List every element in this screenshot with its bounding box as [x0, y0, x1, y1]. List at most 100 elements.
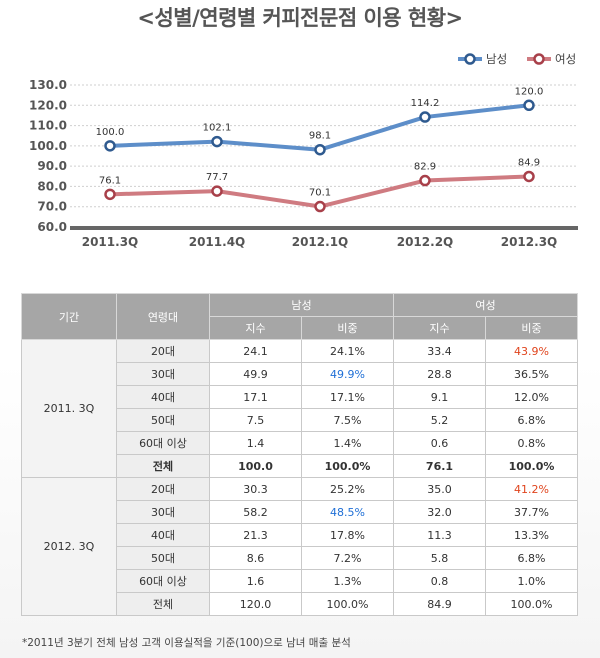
x-tick-label: 2012.1Q — [292, 235, 349, 249]
y-tick-label: 70.0 — [37, 200, 67, 214]
male-share-cell: 7.2% — [301, 546, 394, 570]
chart-title: <성별/연령별 커피전문점 이용 현황> — [137, 6, 463, 30]
female-index-cell: 33.4 — [393, 339, 486, 363]
data-point — [314, 143, 326, 156]
age-cell: 20대 — [116, 477, 210, 501]
x-axis-line — [70, 226, 578, 230]
table-row: 50대 8.6 7.2% 5.8 6.8% — [22, 546, 578, 570]
period-cell: 2011. 3Q — [21, 339, 117, 478]
female-share-cell: 41.2% — [485, 477, 578, 501]
legend-label: 여성 — [555, 52, 576, 66]
table-row: 2011. 3Q 20대 24.1 24.1% 33.4 43.9% — [21, 339, 578, 478]
male-index-cell: 30.3 — [209, 477, 302, 501]
y-tick-label: 100.0 — [29, 139, 67, 153]
header-age: 연령대 — [116, 293, 210, 340]
male-index-cell: 7.5 — [209, 408, 302, 432]
female-share-cell: 37.7% — [485, 500, 578, 524]
header-male: 남성 — [209, 293, 394, 317]
table-row: 60대 이상 1.6 1.3% 0.8 1.0% — [22, 569, 578, 593]
male-share-cell: 17.8% — [301, 523, 394, 547]
age-cell: 60대 이상 — [116, 431, 210, 455]
female-share-cell: 36.5% — [485, 362, 578, 386]
data-point — [523, 170, 535, 183]
age-cell: 40대 — [116, 385, 210, 409]
header-female: 여성 — [393, 293, 578, 317]
male-share-cell: 100.0% — [301, 592, 394, 616]
line-chart: 60.0 70.0 80.0 90.0 100.0 110.0 120.0 130.0 2011… — [29, 52, 578, 249]
header-male-share: 비중 — [301, 316, 394, 340]
female-share-cell: 100.0% — [485, 454, 578, 478]
legend-marker — [464, 53, 476, 65]
data-point — [419, 111, 431, 123]
female-index-cell: 35.0 — [393, 477, 486, 501]
female-index-cell: 84.9 — [393, 592, 486, 616]
age-cell: 40대 — [116, 523, 210, 547]
female-index-cell: 5.8 — [393, 546, 486, 570]
table-row: 40대 17.1 17.1% 9.1 12.0% — [22, 385, 578, 409]
x-tick-label: 2011.3Q — [82, 235, 139, 249]
data-label: 77.7 — [206, 172, 228, 183]
x-tick-label: 2011.4Q — [189, 235, 246, 249]
female-share-cell: 100.0% — [485, 592, 578, 616]
female-share-cell: 13.3% — [485, 523, 578, 547]
footnote: *2011년 3분기 전체 남성 고객 이용실적을 기준(100)으로 남녀 매… — [22, 637, 351, 649]
y-tick-label: 80.0 — [37, 179, 67, 193]
age-cell: 50대 — [116, 546, 210, 570]
male-share-cell: 49.9% — [301, 362, 394, 386]
male-index-cell: 100.0 — [209, 454, 302, 478]
data-point — [211, 185, 223, 197]
male-share-cell: 7.5% — [301, 408, 394, 432]
age-cell: 전체 — [116, 454, 210, 478]
y-tick-label: 120.0 — [29, 98, 67, 112]
data-point — [104, 188, 116, 201]
data-label: 114.2 — [411, 98, 440, 109]
header-female-index: 지수 — [393, 316, 486, 340]
male-index-cell: 120.0 — [209, 592, 302, 616]
header-female-share: 비중 — [485, 316, 578, 340]
male-share-cell: 25.2% — [301, 477, 394, 501]
male-index-cell: 21.3 — [209, 523, 302, 547]
table-row: 2012. 3Q 20대 30.3 25.2% 35.0 41.2% — [21, 477, 578, 616]
female-index-cell: 28.8 — [393, 362, 486, 386]
x-tick-label: 2012.2Q — [397, 235, 454, 249]
data-label: 98.1 — [309, 131, 331, 142]
age-cell: 30대 — [116, 500, 210, 524]
data-label: 102.1 — [203, 123, 232, 134]
data-point — [523, 99, 535, 112]
female-share-cell: 12.0% — [485, 385, 578, 409]
age-cell: 전체 — [116, 592, 210, 616]
y-tick-label: 60.0 — [37, 220, 67, 234]
male-index-cell: 24.1 — [209, 339, 302, 363]
data-point — [211, 135, 223, 148]
data-point — [419, 174, 431, 187]
data-point — [104, 140, 116, 152]
data-label: 76.1 — [99, 175, 121, 186]
female-index-cell: 0.8 — [393, 569, 486, 593]
male-index-cell: 1.4 — [209, 431, 302, 455]
male-share-cell: 17.1% — [301, 385, 394, 409]
male-share-cell: 48.5% — [301, 500, 394, 524]
female-share-cell: 6.8% — [485, 408, 578, 432]
female-share-cell: 43.9% — [485, 339, 578, 363]
y-tick-label: 90.0 — [37, 159, 67, 173]
male-index-cell: 49.9 — [209, 362, 302, 386]
age-cell: 20대 — [116, 339, 210, 363]
data-point — [314, 200, 326, 213]
age-cell: 60대 이상 — [116, 569, 210, 593]
female-index-cell: 11.3 — [393, 523, 486, 547]
age-cell: 50대 — [116, 408, 210, 432]
male-index-cell: 58.2 — [209, 500, 302, 524]
header-row: 기간 연령대 남성 여성 — [21, 293, 578, 340]
female-index-cell: 5.2 — [393, 408, 486, 432]
y-tick-label: 130.0 — [29, 78, 67, 92]
male-share-cell: 1.3% — [301, 569, 394, 593]
table-row: 전체 120.0 100.0% 84.9 100.0% — [22, 592, 578, 616]
data-table: 기간 연령대 남성 여성 지수 비중 지수 비중 2011. 3Q 20대 24.1 24.1% 33.… — [21, 293, 578, 616]
male-share-cell: 100.0% — [301, 454, 394, 478]
table-row: 60대 이상 1.4 1.4% 0.6 0.8% — [22, 431, 578, 455]
female-share-cell: 0.8% — [485, 431, 578, 455]
data-label: 82.9 — [414, 162, 436, 173]
female-share-cell: 6.8% — [485, 546, 578, 570]
female-index-cell: 76.1 — [393, 454, 486, 478]
age-cell: 30대 — [116, 362, 210, 386]
